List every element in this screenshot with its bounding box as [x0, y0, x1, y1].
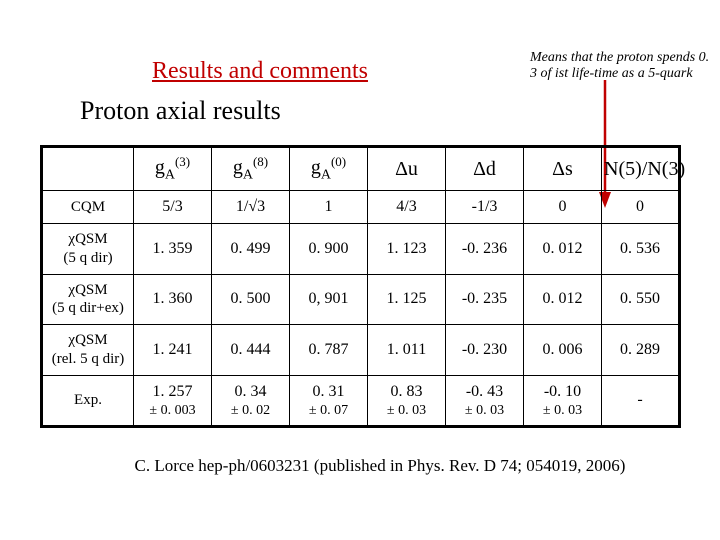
table-cell: 0. 31± 0. 07	[290, 375, 368, 427]
table-cell: 1. 359	[134, 224, 212, 275]
citation-text: C. Lorce hep-ph/0603231 (published in Ph…	[80, 456, 680, 476]
table-cell: 1. 125	[368, 274, 446, 325]
table-cell: 1. 123	[368, 224, 446, 275]
header-nratio: N(5)/N(3)	[602, 147, 680, 191]
table-cell: 0	[602, 191, 680, 224]
table-cell: 0. 500	[212, 274, 290, 325]
table-cell: 0. 34± 0. 02	[212, 375, 290, 427]
table-cell: 0. 499	[212, 224, 290, 275]
header-gA8: gA(8)	[212, 147, 290, 191]
table-cell: 0. 83± 0. 03	[368, 375, 446, 427]
row-label: Exp.	[42, 375, 134, 427]
table-cell: 1. 011	[368, 325, 446, 376]
table-cell: -0. 43± 0. 03	[446, 375, 524, 427]
table-row: Exp.1. 257± 0. 0030. 34± 0. 020. 31± 0. …	[42, 375, 680, 427]
table-body: CQM5/31/√314/3-1/300χQSM(5 q dir)1. 3590…	[42, 191, 680, 427]
table-cell: 1. 241	[134, 325, 212, 376]
table-cell: -0. 10± 0. 03	[524, 375, 602, 427]
header-dd: Δd	[446, 147, 524, 191]
table-cell: -0. 236	[446, 224, 524, 275]
table-row: CQM5/31/√314/3-1/300	[42, 191, 680, 224]
row-label: CQM	[42, 191, 134, 224]
row-label: χQSM(rel. 5 q dir)	[42, 325, 134, 376]
header-du: Δu	[368, 147, 446, 191]
table-cell: 1. 360	[134, 274, 212, 325]
table-cell: 1/√3	[212, 191, 290, 224]
table-cell: -1/3	[446, 191, 524, 224]
table-cell: 0	[524, 191, 602, 224]
table-cell: -0. 235	[446, 274, 524, 325]
table-cell: 5/3	[134, 191, 212, 224]
page-subtitle: Proton axial results	[80, 96, 281, 126]
table-cell: 0. 536	[602, 224, 680, 275]
table-row: χQSM(5 q dir)1. 3590. 4990. 9001. 123-0.…	[42, 224, 680, 275]
table-cell: 0. 900	[290, 224, 368, 275]
table-cell: -0. 230	[446, 325, 524, 376]
table-cell: 0. 289	[602, 325, 680, 376]
header-gA0: gA(0)	[290, 147, 368, 191]
header-blank	[42, 147, 134, 191]
table-cell: 0. 444	[212, 325, 290, 376]
table-cell: 0. 006	[524, 325, 602, 376]
table-cell: -	[602, 375, 680, 427]
table-header-row: gA(3) gA(8) gA(0) Δu Δd Δs N(5)/N(3)	[42, 147, 680, 191]
table-row: χQSM(rel. 5 q dir)1. 2410. 4440. 7871. 0…	[42, 325, 680, 376]
table-cell: 4/3	[368, 191, 446, 224]
row-label: χQSM(5 q dir)	[42, 224, 134, 275]
header-gA3: gA(3)	[134, 147, 212, 191]
table-row: χQSM(5 q dir+ex)1. 3600. 5000, 9011. 125…	[42, 274, 680, 325]
page-title: Results and comments	[0, 58, 520, 85]
table-cell: 1	[290, 191, 368, 224]
table-cell: 0, 901	[290, 274, 368, 325]
row-label: χQSM(5 q dir+ex)	[42, 274, 134, 325]
table-cell: 0. 787	[290, 325, 368, 376]
table-cell: 0. 012	[524, 224, 602, 275]
table-cell: 0. 550	[602, 274, 680, 325]
annotation-text: Means that the proton spends 0. 3 of ist…	[530, 50, 710, 82]
table-cell: 0. 012	[524, 274, 602, 325]
header-ds: Δs	[524, 147, 602, 191]
results-table: gA(3) gA(8) gA(0) Δu Δd Δs N(5)/N(3) CQM…	[40, 145, 681, 428]
table-cell: 1. 257± 0. 003	[134, 375, 212, 427]
results-table-wrap: gA(3) gA(8) gA(0) Δu Δd Δs N(5)/N(3) CQM…	[40, 145, 680, 428]
